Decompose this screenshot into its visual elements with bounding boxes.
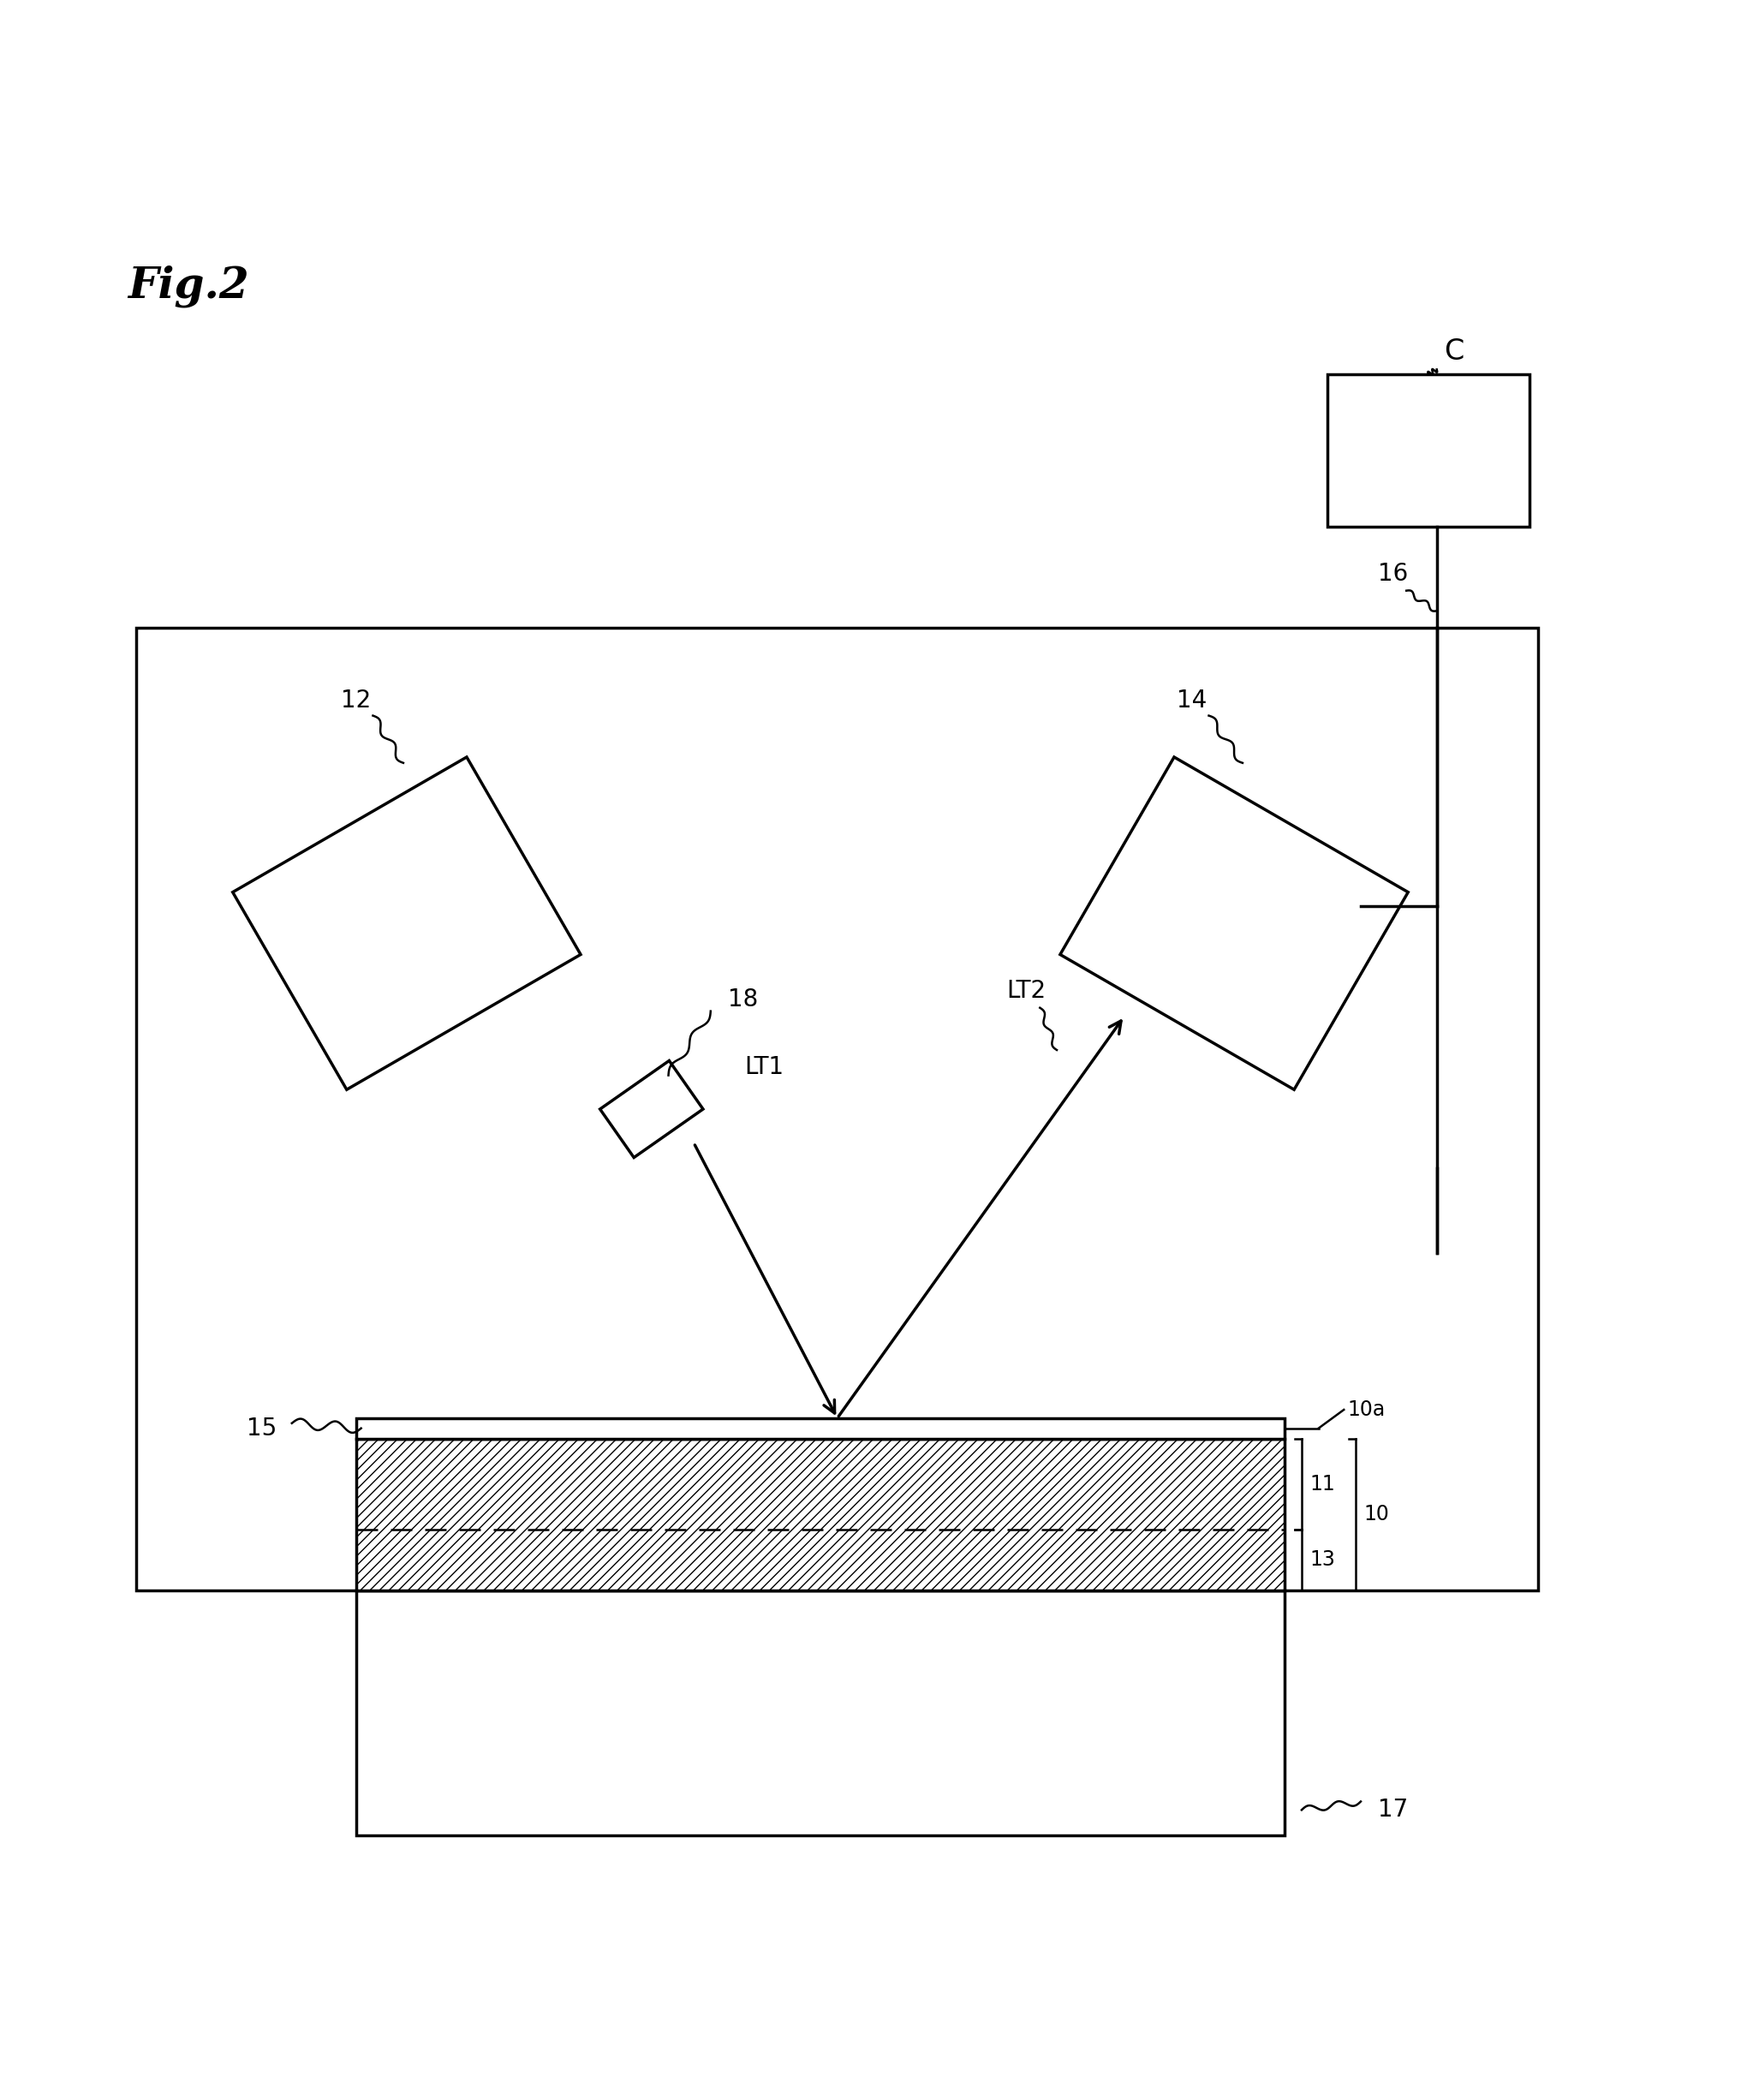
Text: LT1: LT1: [744, 1054, 785, 1079]
Text: 13: 13: [1310, 1550, 1335, 1571]
Bar: [355, 1418, 1284, 1439]
Text: 18: 18: [728, 987, 758, 1012]
Bar: [1326, 374, 1530, 527]
Text: 16: 16: [1377, 561, 1407, 586]
Text: C: C: [1444, 338, 1463, 365]
Text: Fig.2: Fig.2: [128, 265, 250, 307]
Text: 10a: 10a: [1347, 1399, 1384, 1420]
Text: 11: 11: [1310, 1474, 1335, 1495]
Text: 10: 10: [1365, 1504, 1390, 1525]
Text: 12: 12: [341, 689, 371, 712]
Bar: [355, 1439, 1284, 1590]
Bar: [137, 628, 1537, 1590]
Text: 14: 14: [1177, 689, 1207, 712]
Text: LT2: LT2: [1006, 979, 1045, 1004]
Bar: [355, 1590, 1284, 1835]
Text: 15: 15: [246, 1415, 276, 1441]
Text: 17: 17: [1377, 1798, 1407, 1823]
